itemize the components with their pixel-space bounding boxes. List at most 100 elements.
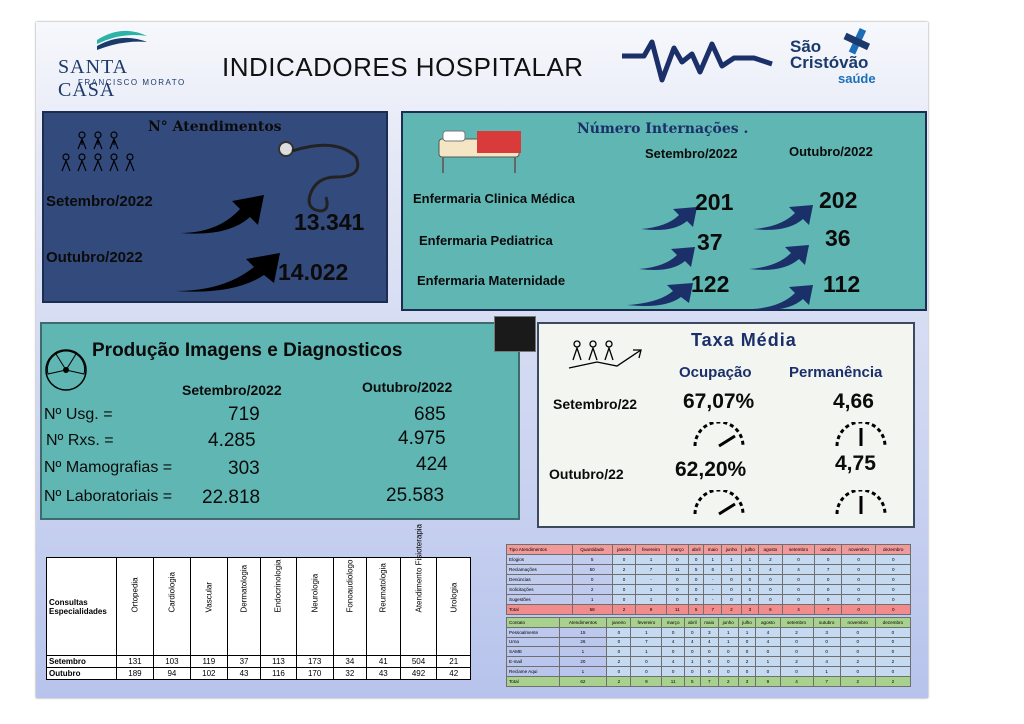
table-cell: 1: [717, 626, 739, 638]
table-cell: 0: [630, 656, 663, 667]
table-cell: 4: [755, 626, 781, 638]
img-out-0: 685: [414, 404, 446, 425]
table-cell: 0: [611, 574, 637, 585]
table-cell: Atendimentos: [558, 617, 608, 628]
logo-right-l2: Cristóvão: [790, 53, 869, 72]
table-cell: 0: [840, 594, 877, 605]
intern-set-0: 201: [695, 189, 734, 215]
table-cell: 0: [737, 636, 757, 648]
table-cell: julho: [737, 617, 757, 628]
table-row: Outubro 189 94 102 43 116 170 32 43 492 …: [46, 667, 471, 680]
table-cell: 0: [840, 584, 877, 595]
table-cell: janeiro: [611, 544, 637, 555]
arrow-icon: [749, 245, 809, 270]
table-cell: 9: [755, 675, 781, 687]
table-cell: 2: [874, 675, 912, 687]
table-cell: 5: [687, 564, 705, 575]
specialty-header: Endocrinologia: [273, 559, 283, 613]
img-label-3: Nº Laboratoriais =: [44, 488, 173, 505]
table-cell: abril: [683, 617, 701, 628]
hospital-bed-icon: [438, 130, 521, 173]
imagens-col2: Outubro/2022: [362, 379, 453, 395]
table-cell: 0: [755, 665, 781, 677]
sao-cristovao-logo: São Cristóvão saúde: [790, 27, 900, 90]
table-cell: 0: [812, 646, 841, 658]
table-cell: 0: [665, 574, 689, 585]
img-set-1: 4.285: [208, 430, 256, 451]
table-cell: 0: [779, 636, 814, 648]
img-label-1: Nº Rxs. =: [46, 432, 114, 449]
table-cell: outubro: [812, 617, 841, 628]
table-cell: 4: [812, 656, 841, 667]
table-cell: Reclame Aqui: [506, 665, 560, 677]
table-cell: 11: [661, 675, 685, 687]
table-cell: 94: [152, 667, 191, 680]
table-cell: 0: [840, 554, 877, 565]
table-cell: 1: [812, 665, 841, 677]
taxa-perm-1: 4,75: [835, 452, 876, 475]
table-cell: 2: [606, 675, 632, 687]
gauge-icon: [693, 422, 745, 448]
table-cell: 4: [779, 675, 814, 687]
table-cell: 0: [839, 636, 876, 648]
table-cell: 1: [737, 626, 757, 638]
taxa-perm-0: 4,66: [833, 390, 874, 413]
table-cell: 2: [611, 604, 637, 615]
intern-set-2: 122: [691, 271, 730, 297]
table-cell: maio: [703, 544, 723, 555]
table-cell: SAME: [506, 646, 560, 658]
table-cell: Total: [506, 604, 573, 615]
intern-out-1: 36: [825, 225, 851, 251]
table-cell: 0: [687, 594, 705, 605]
specialty-header: Atendimento Fisioterapia: [414, 524, 423, 613]
table-cell: 0: [683, 665, 701, 677]
table-cell: 7: [699, 675, 719, 687]
consultas-row-label: Setembro: [46, 655, 117, 668]
table-cell: 43: [226, 667, 262, 680]
table-cell: 2: [874, 656, 912, 667]
table-cell: 0: [737, 646, 757, 658]
table-cell: 9: [635, 604, 667, 615]
intern-label-2: Enfermaria Maternidade: [417, 273, 566, 288]
table-cell: 1: [635, 554, 667, 565]
table-cell: 0: [661, 626, 685, 638]
table-cell: novembro: [839, 617, 876, 628]
internacoes-col2: Outubro/2022: [789, 144, 873, 159]
table-cell: 1: [635, 594, 667, 605]
table-cell: 103: [152, 655, 191, 668]
table-cell: Elogios: [506, 554, 573, 565]
table-cell: 0: [721, 574, 742, 585]
img-out-1: 4.975: [398, 428, 446, 449]
table-cell: abril: [687, 544, 705, 555]
table-cell: fevereiro: [635, 544, 667, 555]
table-cell: 2: [737, 656, 757, 667]
table-cell: Urna: [506, 636, 560, 648]
table-cell: 4: [781, 604, 816, 615]
table-cell: 3: [740, 604, 760, 615]
stethoscope-icon: [278, 141, 360, 213]
ct-scanner-icon: [494, 316, 536, 352]
table-cell: 0: [839, 626, 876, 638]
gauge-icon: [693, 490, 745, 516]
table-cell: 37: [226, 655, 262, 668]
table-cell: Contato: [506, 617, 560, 628]
table-cell: 0: [875, 604, 911, 615]
table-cell: março: [661, 617, 685, 628]
table-cell: 0: [875, 594, 911, 605]
table-row: Pessoalmente 15 0 1 0 0 3 1 1 4 2 3 0 0: [506, 626, 912, 638]
specialty-header: Cardiologia: [167, 572, 177, 613]
table-cell: 0: [687, 584, 705, 595]
table-cell: 6: [758, 604, 783, 615]
table-cell: 189: [116, 667, 154, 680]
table-cell: 0: [606, 636, 632, 648]
table-cell: 116: [260, 667, 297, 680]
table-cell: 7: [635, 564, 667, 575]
table-cell: 4: [661, 636, 685, 648]
table-cell: 1: [558, 646, 608, 658]
table-cell: 7: [703, 604, 723, 615]
table-cell: 4: [661, 656, 685, 667]
table-cell: 1: [630, 646, 663, 658]
table-cell: 0: [840, 564, 877, 575]
table-cell: 0: [717, 656, 739, 667]
table-cell: 0: [721, 584, 742, 595]
